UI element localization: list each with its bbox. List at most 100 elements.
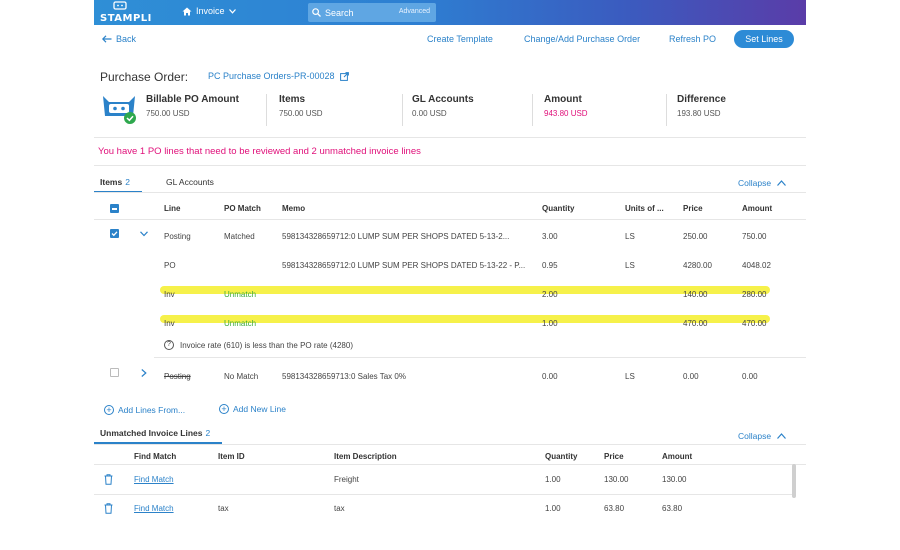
table-row[interactable]: Inv Unmatch 2.00 140.00 280.00 (94, 281, 806, 309)
line-type: Inv (164, 290, 175, 299)
back-link[interactable]: Back (102, 34, 136, 44)
arrow-left-icon (102, 35, 112, 43)
divider (532, 94, 533, 126)
table-row[interactable]: Find Match tax tax 1.00 63.80 63.80 (94, 495, 794, 523)
find-match-link[interactable]: Find Match (134, 504, 174, 513)
app-frame: STAMPLI Invoice Search Advanced Back Cre… (94, 0, 806, 550)
memo: 598134328659712:0 LUMP SUM PER SHOPS DAT… (282, 261, 526, 270)
refresh-po-link[interactable]: Refresh PO (669, 34, 717, 44)
rate-note: ? Invoice rate (610) is less than the PO… (164, 340, 353, 350)
divider (94, 464, 806, 465)
divider (94, 137, 806, 138)
unmatched-count: 2 (205, 428, 211, 438)
memo: 598134328659713:0 Sales Tax 0% (282, 372, 406, 381)
po-match: Matched (224, 232, 255, 241)
po-link-label: PC Purchase Orders-PR-00028 (208, 71, 335, 81)
po-link[interactable]: PC Purchase Orders-PR-00028 (208, 71, 349, 81)
table-row[interactable]: PO 598134328659712:0 LUMP SUM PER SHOPS … (94, 252, 806, 280)
line-type: Posting (164, 232, 191, 241)
price: 63.80 (604, 504, 625, 513)
line-type: Posting (164, 372, 191, 381)
units: LS (625, 372, 635, 381)
logo-text: STAMPLI (100, 13, 152, 24)
chevron-right-icon[interactable] (141, 369, 147, 377)
divider (266, 94, 267, 126)
create-template-link[interactable]: Create Template (427, 34, 493, 44)
external-link-icon[interactable] (339, 71, 349, 81)
add-new-line-link[interactable]: + Add New Line (219, 404, 286, 414)
summary-difference: Difference 193.80 USD (677, 94, 726, 118)
row-checkbox[interactable] (110, 229, 119, 238)
change-po-link[interactable]: Change/Add Purchase Order (524, 34, 641, 44)
table-row[interactable]: Find Match Freight 1.00 130.00 130.00 (94, 466, 794, 494)
add-lines-from-link[interactable]: + Add Lines From... (104, 405, 185, 415)
col-units: Units of ... (625, 204, 664, 213)
row-checkbox[interactable] (110, 368, 119, 377)
set-lines-button[interactable]: Set Lines (734, 30, 794, 48)
advanced-search-link[interactable]: Advanced (398, 8, 430, 15)
trash-icon[interactable] (104, 474, 113, 485)
rate-note-text: Invoice rate (610) is less than the PO r… (180, 340, 353, 350)
search-input[interactable]: Search Advanced (308, 3, 436, 22)
table-row[interactable]: Posting No Match 598134328659713:0 Sales… (94, 363, 806, 391)
active-tab-indicator (94, 442, 222, 444)
table-row[interactable]: Posting Matched 598134328659712:0 LUMP S… (94, 223, 806, 251)
difference-label: Difference (677, 94, 726, 105)
po-title: Purchase Order: (100, 70, 189, 84)
col-amount: Amount (662, 452, 693, 461)
tab-gl-accounts[interactable]: GL Accounts (166, 177, 214, 187)
action-row: Back Create Template Change/Add Purchase… (94, 30, 806, 50)
select-all-checkbox[interactable] (110, 204, 119, 213)
po-summary: Billable PO Amount 750.00 USD Items 750.… (94, 92, 806, 132)
amount-label: Amount (544, 94, 582, 105)
summary-gl: GL Accounts 0.00 USD (412, 94, 474, 118)
trash-icon[interactable] (104, 503, 113, 514)
quantity: 1.00 (542, 319, 558, 328)
amount: 0.00 (742, 372, 758, 381)
tabs-bar: Items 2 GL Accounts Collapse (94, 174, 806, 193)
po-match: No Match (224, 372, 259, 381)
po-match[interactable]: Unmatch (224, 319, 257, 328)
search-icon (312, 8, 321, 17)
divider (154, 357, 806, 358)
memo: 598134328659712:0 LUMP SUM PER SHOPS DAT… (282, 232, 510, 241)
summary-billable: Billable PO Amount 750.00 USD (146, 94, 239, 118)
unmatched-collapse-button[interactable]: Collapse (738, 431, 787, 441)
divider (94, 219, 806, 220)
price: 140.00 (683, 290, 708, 299)
highlight-mark (160, 315, 770, 323)
nav-invoice-menu[interactable]: Invoice (182, 6, 236, 16)
collapse-label: Collapse (738, 431, 772, 441)
po-match[interactable]: Unmatch (224, 290, 257, 299)
line-type: PO (164, 261, 176, 270)
scrollbar-thumb[interactable] (792, 464, 796, 498)
col-item-description: Item Description (334, 452, 397, 461)
divider (94, 165, 806, 166)
stampli-logo[interactable]: STAMPLI (98, 1, 151, 24)
amount-value: 943.80 USD (544, 109, 588, 118)
tab-items-count: 2 (125, 177, 130, 187)
col-price: Price (683, 204, 703, 213)
add-lines-from-label: Add Lines From... (118, 405, 186, 415)
question-icon: ? (164, 340, 174, 350)
billable-value: 750.00 USD (146, 109, 190, 118)
table-row[interactable]: Inv Unmatch 1.00 470.00 470.00 (94, 310, 806, 338)
col-quantity: Quantity (545, 452, 578, 461)
chevron-up-icon (777, 433, 787, 439)
divider (666, 94, 667, 126)
quantity: 1.00 (545, 504, 561, 513)
amount: 4048.02 (742, 261, 771, 270)
highlight-mark (160, 286, 770, 294)
tab-items[interactable]: Items 2 (100, 177, 130, 187)
quantity: 2.00 (542, 290, 558, 299)
item-description: tax (334, 504, 345, 513)
chevron-down-icon[interactable] (140, 231, 148, 237)
col-po-match: PO Match (224, 204, 261, 213)
find-match-link[interactable]: Find Match (134, 475, 174, 484)
plus-circle-icon: + (104, 405, 114, 415)
items-collapse-button[interactable]: Collapse (738, 178, 787, 188)
unmatched-tab[interactable]: Unmatched Invoice Lines 2 (100, 428, 210, 438)
units: LS (625, 232, 635, 241)
col-line: Line (164, 204, 181, 213)
amount: 750.00 (742, 232, 767, 241)
